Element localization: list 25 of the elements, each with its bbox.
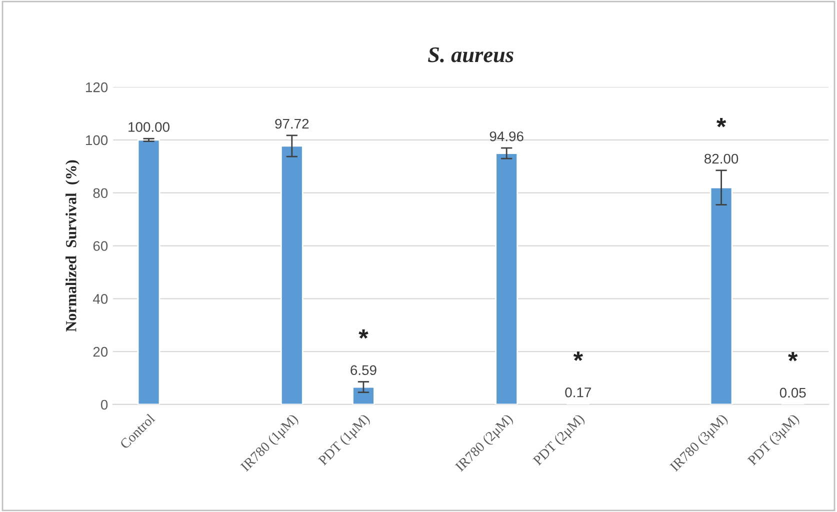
bar xyxy=(352,386,375,404)
y-tick-label: 120 xyxy=(86,82,108,92)
annotation: * xyxy=(716,118,726,128)
y-tick-label: 60 xyxy=(93,241,108,251)
annotation: * xyxy=(358,329,368,339)
data-label: 100.00 xyxy=(128,122,170,132)
chart-title: S. aureus xyxy=(428,47,514,62)
y-tick-label: 100 xyxy=(86,135,108,146)
y-tick-label: 0 xyxy=(100,400,108,410)
y-tick-label: 80 xyxy=(93,188,108,198)
bar xyxy=(495,152,518,404)
bar xyxy=(137,139,160,404)
data-label: 94.96 xyxy=(490,131,524,142)
data-label: 97.72 xyxy=(275,118,309,129)
annotation: * xyxy=(788,352,798,362)
y-tick-label: 40 xyxy=(93,294,108,304)
data-label: 6.59 xyxy=(350,365,376,376)
data-label: 82.00 xyxy=(704,154,738,164)
data-label: 0.05 xyxy=(780,388,806,398)
y-tick-label: 20 xyxy=(93,346,108,357)
data-label: 0.17 xyxy=(565,387,591,398)
y-axis-title: Normalized Survival (%) xyxy=(66,160,80,332)
annotation: * xyxy=(573,352,583,361)
bar xyxy=(280,145,304,404)
bar xyxy=(710,186,733,404)
